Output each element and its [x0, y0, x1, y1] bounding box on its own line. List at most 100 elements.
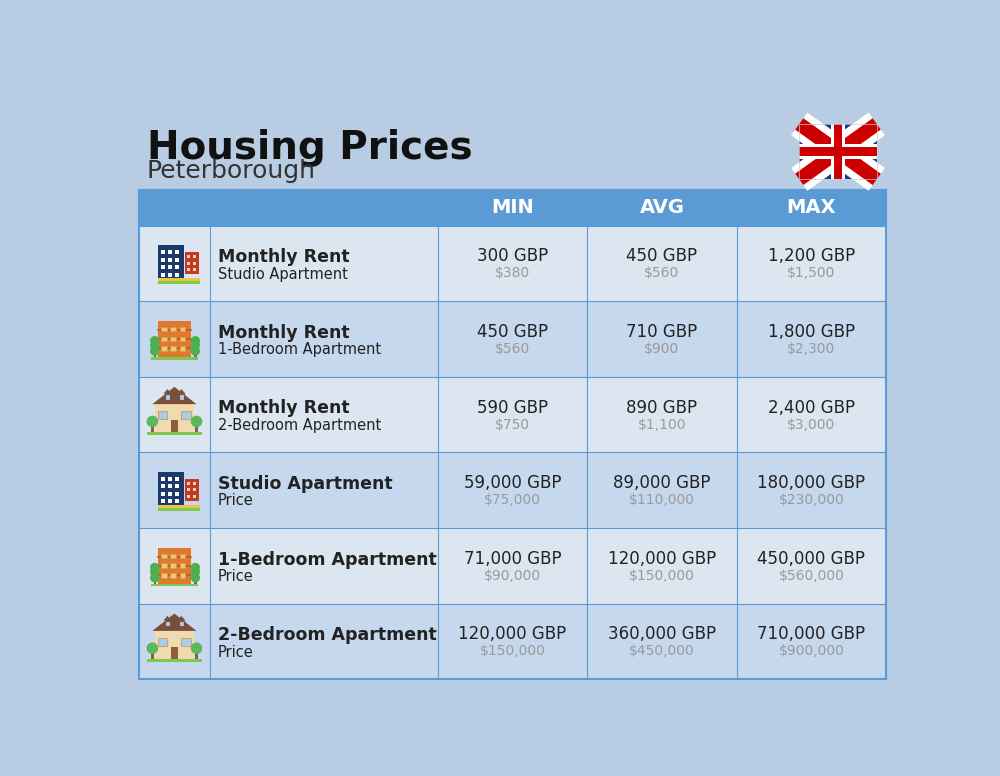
FancyBboxPatch shape	[193, 495, 196, 497]
FancyBboxPatch shape	[170, 573, 176, 578]
Text: 2-Bedroom Apartment: 2-Bedroom Apartment	[218, 417, 381, 433]
FancyBboxPatch shape	[193, 482, 196, 485]
FancyBboxPatch shape	[139, 604, 886, 679]
FancyBboxPatch shape	[170, 337, 176, 341]
FancyBboxPatch shape	[168, 250, 172, 254]
FancyBboxPatch shape	[161, 346, 167, 351]
Text: $2,300: $2,300	[787, 342, 835, 356]
Circle shape	[191, 643, 202, 654]
Text: Price: Price	[218, 569, 253, 584]
Circle shape	[191, 336, 200, 345]
Text: MIN: MIN	[491, 199, 534, 217]
FancyBboxPatch shape	[181, 638, 191, 646]
FancyBboxPatch shape	[187, 255, 190, 258]
FancyBboxPatch shape	[147, 432, 202, 435]
Text: 890 GBP: 890 GBP	[626, 399, 697, 417]
FancyBboxPatch shape	[799, 144, 877, 159]
Text: 2,400 GBP: 2,400 GBP	[768, 399, 855, 417]
FancyBboxPatch shape	[181, 411, 191, 419]
Text: 300 GBP: 300 GBP	[477, 248, 548, 265]
Text: 450,000 GBP: 450,000 GBP	[757, 549, 865, 568]
Text: 120,000 GBP: 120,000 GBP	[458, 625, 567, 643]
FancyBboxPatch shape	[195, 653, 198, 659]
Text: 710 GBP: 710 GBP	[626, 323, 698, 341]
Text: $750: $750	[495, 417, 530, 431]
FancyBboxPatch shape	[168, 258, 172, 262]
FancyBboxPatch shape	[161, 500, 165, 504]
Text: $230,000: $230,000	[778, 493, 844, 508]
FancyBboxPatch shape	[175, 258, 179, 262]
FancyBboxPatch shape	[158, 279, 200, 281]
Text: 450 GBP: 450 GBP	[626, 248, 697, 265]
FancyBboxPatch shape	[139, 301, 886, 376]
FancyBboxPatch shape	[168, 484, 172, 488]
FancyBboxPatch shape	[193, 262, 196, 265]
FancyBboxPatch shape	[187, 262, 190, 265]
Text: Monthly Rent: Monthly Rent	[218, 248, 349, 266]
FancyBboxPatch shape	[158, 505, 200, 508]
FancyBboxPatch shape	[194, 350, 197, 357]
FancyBboxPatch shape	[151, 653, 154, 659]
FancyBboxPatch shape	[194, 577, 197, 584]
Text: Monthly Rent: Monthly Rent	[218, 324, 349, 341]
FancyBboxPatch shape	[179, 393, 184, 400]
FancyBboxPatch shape	[151, 426, 154, 432]
FancyBboxPatch shape	[170, 553, 176, 558]
FancyBboxPatch shape	[193, 488, 196, 491]
FancyBboxPatch shape	[154, 577, 156, 584]
Text: Studio Apartment: Studio Apartment	[218, 475, 392, 493]
Text: Peterborough: Peterborough	[147, 159, 316, 183]
FancyBboxPatch shape	[180, 337, 185, 341]
FancyBboxPatch shape	[180, 327, 185, 331]
FancyBboxPatch shape	[139, 190, 886, 226]
FancyBboxPatch shape	[139, 376, 886, 452]
Text: 1,800 GBP: 1,800 GBP	[768, 323, 855, 341]
FancyBboxPatch shape	[161, 476, 165, 481]
FancyBboxPatch shape	[179, 621, 184, 626]
FancyBboxPatch shape	[175, 250, 179, 254]
Text: Price: Price	[218, 494, 253, 508]
Text: $560,000: $560,000	[778, 569, 844, 583]
FancyBboxPatch shape	[180, 573, 185, 578]
FancyBboxPatch shape	[170, 346, 176, 351]
Circle shape	[191, 341, 200, 350]
Circle shape	[150, 573, 159, 583]
Text: 710,000 GBP: 710,000 GBP	[757, 625, 865, 643]
Text: 590 GBP: 590 GBP	[477, 399, 548, 417]
FancyBboxPatch shape	[154, 350, 156, 357]
Text: 89,000 GBP: 89,000 GBP	[613, 474, 711, 492]
FancyBboxPatch shape	[168, 500, 172, 504]
FancyBboxPatch shape	[139, 452, 886, 528]
FancyBboxPatch shape	[187, 268, 190, 271]
FancyBboxPatch shape	[139, 528, 886, 604]
FancyBboxPatch shape	[180, 563, 185, 568]
Text: $90,000: $90,000	[484, 569, 541, 583]
Text: $380: $380	[495, 266, 530, 280]
FancyBboxPatch shape	[168, 476, 172, 481]
Polygon shape	[152, 614, 197, 631]
Text: 450 GBP: 450 GBP	[477, 323, 548, 341]
Text: $110,000: $110,000	[629, 493, 695, 508]
FancyBboxPatch shape	[180, 346, 185, 351]
Text: 180,000 GBP: 180,000 GBP	[757, 474, 865, 492]
FancyBboxPatch shape	[195, 426, 198, 432]
FancyBboxPatch shape	[834, 124, 842, 179]
FancyBboxPatch shape	[165, 621, 170, 626]
FancyBboxPatch shape	[161, 327, 167, 331]
FancyBboxPatch shape	[831, 124, 845, 179]
Polygon shape	[152, 386, 197, 404]
FancyBboxPatch shape	[155, 631, 194, 659]
Polygon shape	[163, 616, 172, 621]
Text: $450,000: $450,000	[629, 644, 695, 658]
Text: 1,200 GBP: 1,200 GBP	[768, 248, 855, 265]
Polygon shape	[177, 616, 185, 621]
Text: AVG: AVG	[639, 199, 684, 217]
Text: 2-Bedroom Apartment: 2-Bedroom Apartment	[218, 626, 436, 644]
FancyBboxPatch shape	[193, 255, 196, 258]
FancyBboxPatch shape	[168, 265, 172, 269]
FancyBboxPatch shape	[175, 492, 179, 496]
FancyBboxPatch shape	[158, 281, 200, 284]
FancyBboxPatch shape	[161, 265, 165, 269]
Text: $560: $560	[644, 266, 680, 280]
Text: $900,000: $900,000	[778, 644, 844, 658]
